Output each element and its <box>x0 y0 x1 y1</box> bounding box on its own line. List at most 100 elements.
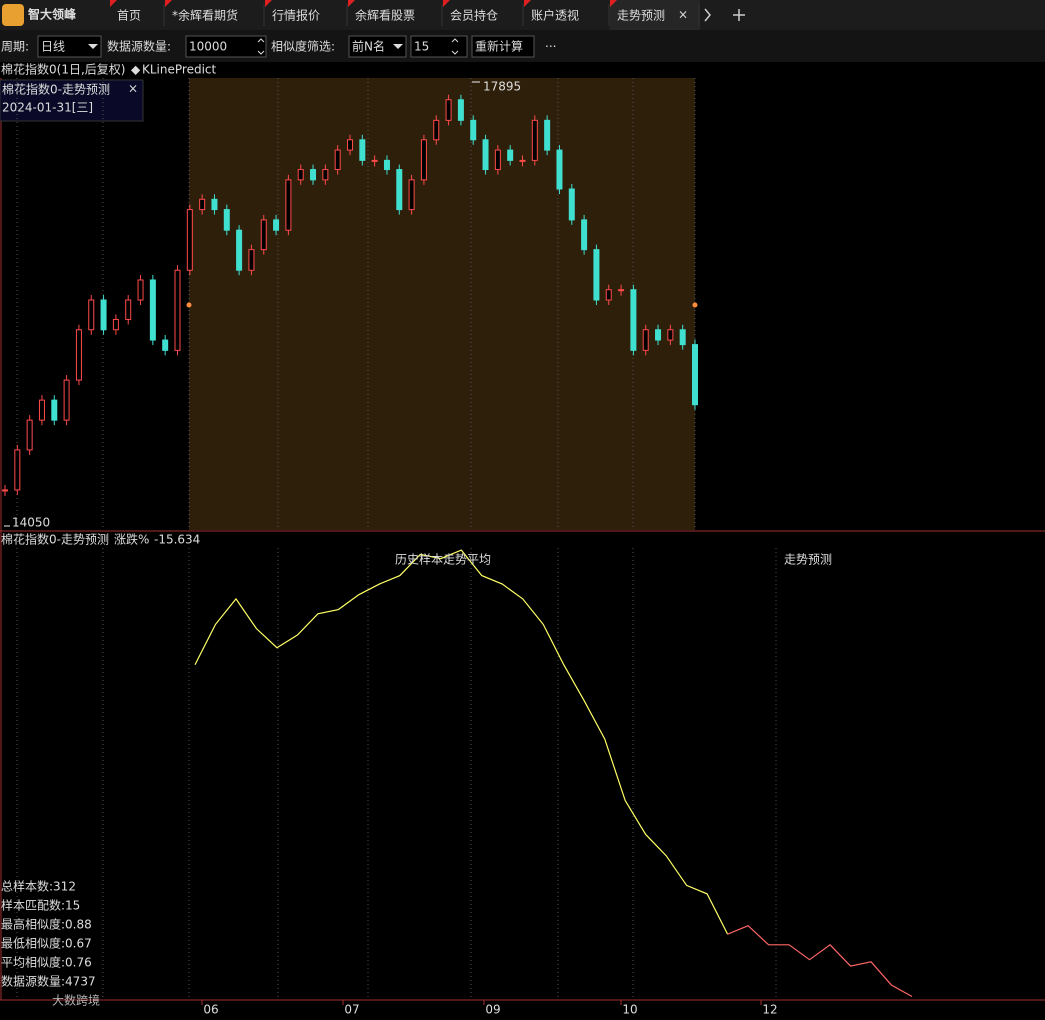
candle <box>260 219 267 251</box>
candle <box>507 149 514 161</box>
match-region <box>189 78 695 530</box>
candle <box>667 329 674 341</box>
candle <box>642 329 649 351</box>
recalc-button-box[interactable] <box>471 35 535 58</box>
candle <box>149 279 156 341</box>
candle <box>420 139 427 181</box>
x-tick-label: 10 <box>622 1003 637 1017</box>
period-select-box[interactable] <box>37 35 102 58</box>
candle <box>457 99 464 121</box>
trend-line <box>727 925 913 998</box>
tooltip <box>0 79 144 122</box>
candle <box>581 219 588 251</box>
x-tick-label: 07 <box>344 1003 359 1017</box>
candle <box>174 269 181 351</box>
candle <box>605 289 612 301</box>
candle <box>297 169 304 181</box>
candle <box>655 329 662 341</box>
label: 周期: <box>1 40 29 54</box>
watermark: 大数跨境 <box>52 993 100 1008</box>
candle <box>445 99 452 121</box>
candle <box>359 139 366 161</box>
candle <box>248 249 255 271</box>
tab[interactable]: 会员持仓 <box>450 8 498 23</box>
candle <box>26 419 33 451</box>
candle <box>285 179 292 231</box>
legend-entry: 历史样本走势平均 <box>395 552 491 567</box>
tooltip-date: 2024-01-31[三] <box>2 101 93 115</box>
source-input-box[interactable] <box>185 35 267 58</box>
panel-header: 棉花指数0(1日,后复权) <box>1 62 125 77</box>
tab-add[interactable] <box>733 9 745 21</box>
count-input[interactable]: 15 <box>414 40 429 54</box>
candle <box>63 379 70 421</box>
tab-marker <box>348 0 355 7</box>
stat: 数据源数量:4737 <box>1 974 96 989</box>
candle <box>137 279 144 301</box>
indicator-name: KLinePredict <box>142 63 217 77</box>
spin <box>451 38 459 55</box>
x-tick-label: 06 <box>203 1003 218 1017</box>
tab-marker <box>610 0 617 7</box>
period-select[interactable]: 日线 <box>41 40 65 54</box>
filter-select-box[interactable] <box>348 35 407 58</box>
tab[interactable]: 余辉看股票 <box>355 8 415 23</box>
tab-marker <box>110 0 117 7</box>
tab-marker <box>524 0 531 7</box>
candle <box>371 159 378 162</box>
filter-select[interactable]: 前N名 <box>352 39 385 54</box>
tooltip-close[interactable]: × <box>128 82 138 96</box>
x-tick-label: 09 <box>485 1003 500 1017</box>
legend-entry: 走势预测 <box>784 553 832 567</box>
tab-next[interactable] <box>704 8 711 22</box>
tab[interactable]: 首页 <box>117 9 141 23</box>
candle <box>531 119 538 161</box>
candle <box>88 299 95 331</box>
indicator-dot: ◆ <box>131 63 141 77</box>
candle <box>494 149 501 171</box>
low-label: 14050 <box>12 516 50 530</box>
spin <box>257 38 265 55</box>
candle <box>186 209 193 271</box>
marker <box>186 302 192 308</box>
tab[interactable]: 行情报价 <box>272 8 320 23</box>
candle <box>568 188 575 221</box>
tab[interactable]: *余辉看期货 <box>172 8 238 23</box>
candle <box>692 344 698 406</box>
candle <box>679 329 686 346</box>
stat: 样本匹配数:15 <box>1 898 80 913</box>
dropdown-arrow <box>88 44 98 49</box>
candle <box>630 289 637 351</box>
recalc-button[interactable]: 重新计算 <box>475 39 523 54</box>
candle <box>383 159 390 171</box>
tab-marker <box>165 0 172 7</box>
stat: 总样本数:312 <box>1 879 76 894</box>
candle <box>310 169 317 181</box>
source-input[interactable]: 10000 <box>189 40 227 54</box>
candle <box>482 139 489 171</box>
more-button[interactable]: ··· <box>545 40 556 54</box>
candle <box>2 489 8 492</box>
change-value: -15.634 <box>154 533 200 547</box>
tab[interactable]: 账户透视 <box>531 8 579 23</box>
tab-close[interactable]: × <box>678 8 688 22</box>
candle <box>211 198 218 211</box>
tab-marker <box>265 0 272 7</box>
high-label: 17895 <box>483 80 521 94</box>
candle <box>162 339 169 351</box>
candle <box>223 209 230 231</box>
x-tick-label: 12 <box>762 1003 777 1017</box>
candle <box>470 119 477 141</box>
candle <box>618 289 625 292</box>
candle <box>236 229 243 271</box>
candle <box>519 159 526 162</box>
tab[interactable]: 走势预测 <box>617 9 665 23</box>
tab-marker <box>443 0 450 7</box>
logo: 智大领峰 <box>27 7 77 22</box>
logo-icon <box>2 4 24 26</box>
candle <box>14 449 21 491</box>
change-label: 涨跌% <box>114 532 149 547</box>
candle <box>347 139 353 151</box>
candle <box>38 399 45 421</box>
candle <box>75 329 82 381</box>
